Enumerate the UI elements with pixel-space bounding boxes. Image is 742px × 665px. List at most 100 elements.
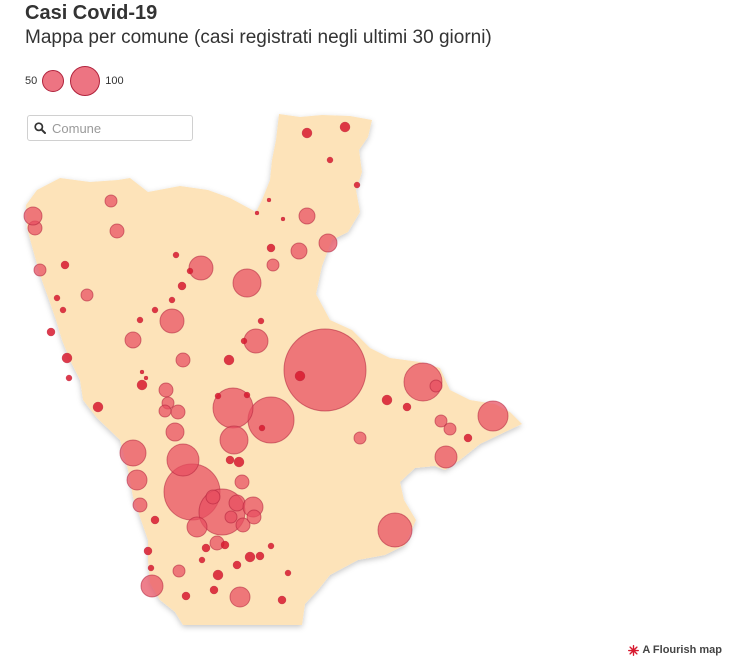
comune-bubble[interactable] <box>143 546 153 556</box>
comune-bubble[interactable] <box>402 402 412 412</box>
comune-bubble[interactable] <box>188 255 214 281</box>
comune-bubble[interactable] <box>177 281 187 291</box>
search-input[interactable] <box>52 120 182 136</box>
comune-bubble[interactable] <box>240 337 248 345</box>
comune-bubble[interactable] <box>126 469 148 491</box>
comune-bubble[interactable] <box>434 445 458 469</box>
flourish-credit[interactable]: A Flourish map <box>628 644 722 656</box>
comune-bubble[interactable] <box>294 370 306 382</box>
comune-bubble[interactable] <box>266 258 280 272</box>
comune-bubble[interactable] <box>301 127 313 139</box>
comune-bubble[interactable] <box>166 443 200 477</box>
comune-bubble[interactable] <box>175 352 191 368</box>
comune-bubble[interactable] <box>353 181 361 189</box>
comune-bubble[interactable] <box>255 551 265 561</box>
comune-bubble[interactable] <box>318 233 338 253</box>
comune-bubble[interactable] <box>181 591 191 601</box>
comune-bubble[interactable] <box>186 267 194 275</box>
comune-bubble[interactable] <box>232 560 242 570</box>
comune-bubble[interactable] <box>284 569 292 577</box>
comune-bubble[interactable] <box>104 194 118 208</box>
comune-bubble[interactable] <box>377 512 413 548</box>
comune-bubble[interactable] <box>170 404 186 420</box>
comune-bubble[interactable] <box>151 306 159 314</box>
comune-bubble[interactable] <box>290 242 308 260</box>
comune-bubble[interactable] <box>61 352 73 364</box>
comune-bubble[interactable] <box>165 422 185 442</box>
comune-bubble[interactable] <box>243 391 251 399</box>
comune-bubble[interactable] <box>201 543 211 553</box>
comune-bubble[interactable] <box>209 585 219 595</box>
comune-bubble[interactable] <box>119 439 147 467</box>
comune-bubble[interactable] <box>443 422 457 436</box>
comune-bubble[interactable] <box>243 328 269 354</box>
comune-bubble[interactable] <box>463 433 473 443</box>
comune-bubble[interactable] <box>429 379 443 393</box>
comune-bubble[interactable] <box>186 516 208 538</box>
comune-bubble[interactable] <box>234 474 250 490</box>
comune-bubble[interactable] <box>23 206 43 226</box>
comune-bubble[interactable] <box>109 223 125 239</box>
comune-bubble[interactable] <box>353 431 367 445</box>
comune-bubble[interactable] <box>258 424 266 432</box>
comune-bubble[interactable] <box>139 369 145 375</box>
comune-bubble[interactable] <box>267 542 275 550</box>
comune-bubble[interactable] <box>219 425 249 455</box>
comune-bubble[interactable] <box>233 456 245 468</box>
comune-bubble[interactable] <box>159 308 185 334</box>
comune-bubble[interactable] <box>147 564 155 572</box>
comune-bubble[interactable] <box>277 595 287 605</box>
comune-bubble[interactable] <box>65 374 73 382</box>
comune-bubble[interactable] <box>247 396 295 444</box>
comune-bubble[interactable] <box>124 331 142 349</box>
comune-bubble[interactable] <box>298 207 316 225</box>
comune-bubble[interactable] <box>150 515 160 525</box>
comune-bubble[interactable] <box>212 569 224 581</box>
comune-bubble[interactable] <box>60 260 70 270</box>
comune-bubble[interactable] <box>158 404 172 418</box>
comune-bubble[interactable] <box>136 379 148 391</box>
comune-bubble[interactable] <box>132 497 148 513</box>
comune-bubble[interactable] <box>224 510 238 524</box>
comune-bubble[interactable] <box>254 210 260 216</box>
comune-bubble[interactable] <box>434 414 448 428</box>
comune-bubble[interactable] <box>381 394 393 406</box>
comune-bubble[interactable] <box>172 251 180 259</box>
comune-bubble[interactable] <box>326 156 334 164</box>
comune-bubble[interactable] <box>225 455 235 465</box>
comune-bubble[interactable] <box>244 551 256 563</box>
comune-bubble[interactable] <box>214 392 222 400</box>
comune-bubble[interactable] <box>198 556 206 564</box>
comune-bubble[interactable] <box>92 401 104 413</box>
comune-bubble[interactable] <box>172 564 186 578</box>
comune-bubble[interactable] <box>46 327 56 337</box>
comune-bubble[interactable] <box>136 316 144 324</box>
comune-bubble[interactable] <box>220 540 230 550</box>
header: Casi Covid-19 Mappa per comune (casi reg… <box>25 0 492 50</box>
search-box[interactable] <box>27 115 193 141</box>
comune-bubble[interactable] <box>205 489 221 505</box>
comune-bubble[interactable] <box>140 574 164 598</box>
comune-bubble[interactable] <box>59 306 67 314</box>
comune-bubble[interactable] <box>168 296 176 304</box>
comune-bubble[interactable] <box>235 517 251 533</box>
comune-bubble[interactable] <box>53 294 61 302</box>
comune-bubble[interactable] <box>339 121 351 133</box>
comune-bubble[interactable] <box>229 586 251 608</box>
comune-bubble[interactable] <box>143 375 149 381</box>
comune-bubble[interactable] <box>232 268 262 298</box>
comune-bubble[interactable] <box>266 197 272 203</box>
comune-bubble[interactable] <box>158 382 174 398</box>
comune-bubble[interactable] <box>283 328 367 412</box>
comune-bubble[interactable] <box>280 216 286 222</box>
comune-bubble[interactable] <box>228 494 246 512</box>
comune-bubble[interactable] <box>223 354 235 366</box>
comune-bubble[interactable] <box>403 362 443 402</box>
comune-bubble[interactable] <box>266 243 276 253</box>
comune-bubble[interactable] <box>477 400 509 432</box>
comune-bubble[interactable] <box>33 263 47 277</box>
comune-bubble[interactable] <box>80 288 94 302</box>
comune-bubble[interactable] <box>246 509 262 525</box>
comune-bubble[interactable] <box>257 317 265 325</box>
